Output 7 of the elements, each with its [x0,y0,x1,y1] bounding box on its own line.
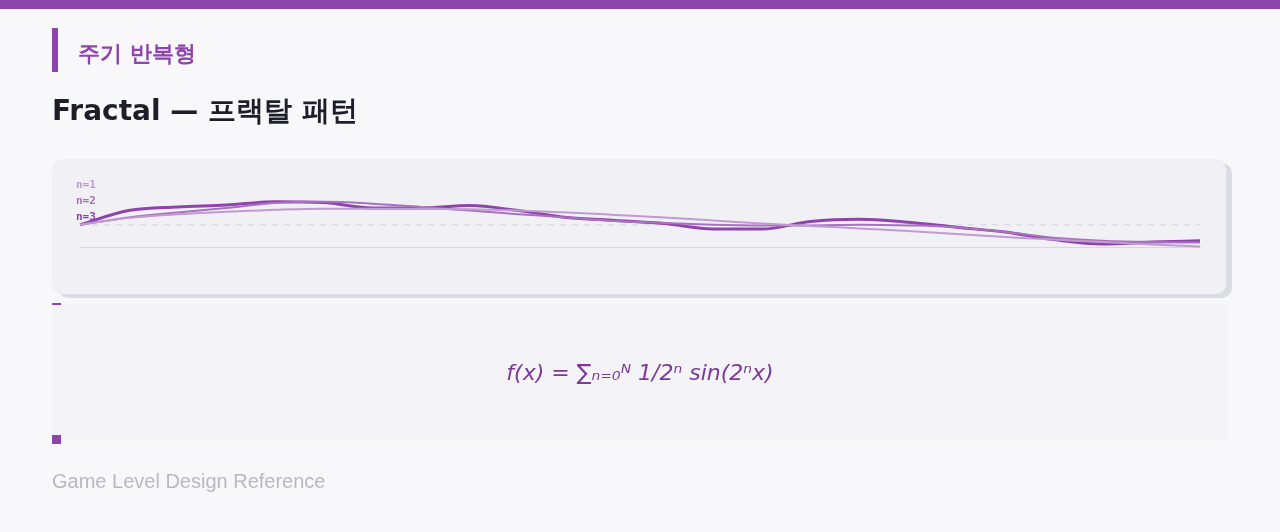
chart-title: Fractal — 프랙탈 패턴 [52,93,358,129]
text: f(x) = ∑ₙ₌₀ᴺ 1/2ⁿ sin(2ⁿx) [52,305,1228,440]
chart-subtitle: 주기 반복형 [52,28,196,72]
series-label: n=3 [76,209,96,223]
text: Game Level Design Reference [52,470,326,493]
text: n=1 [76,177,97,191]
series-label: n=2 [76,193,96,207]
